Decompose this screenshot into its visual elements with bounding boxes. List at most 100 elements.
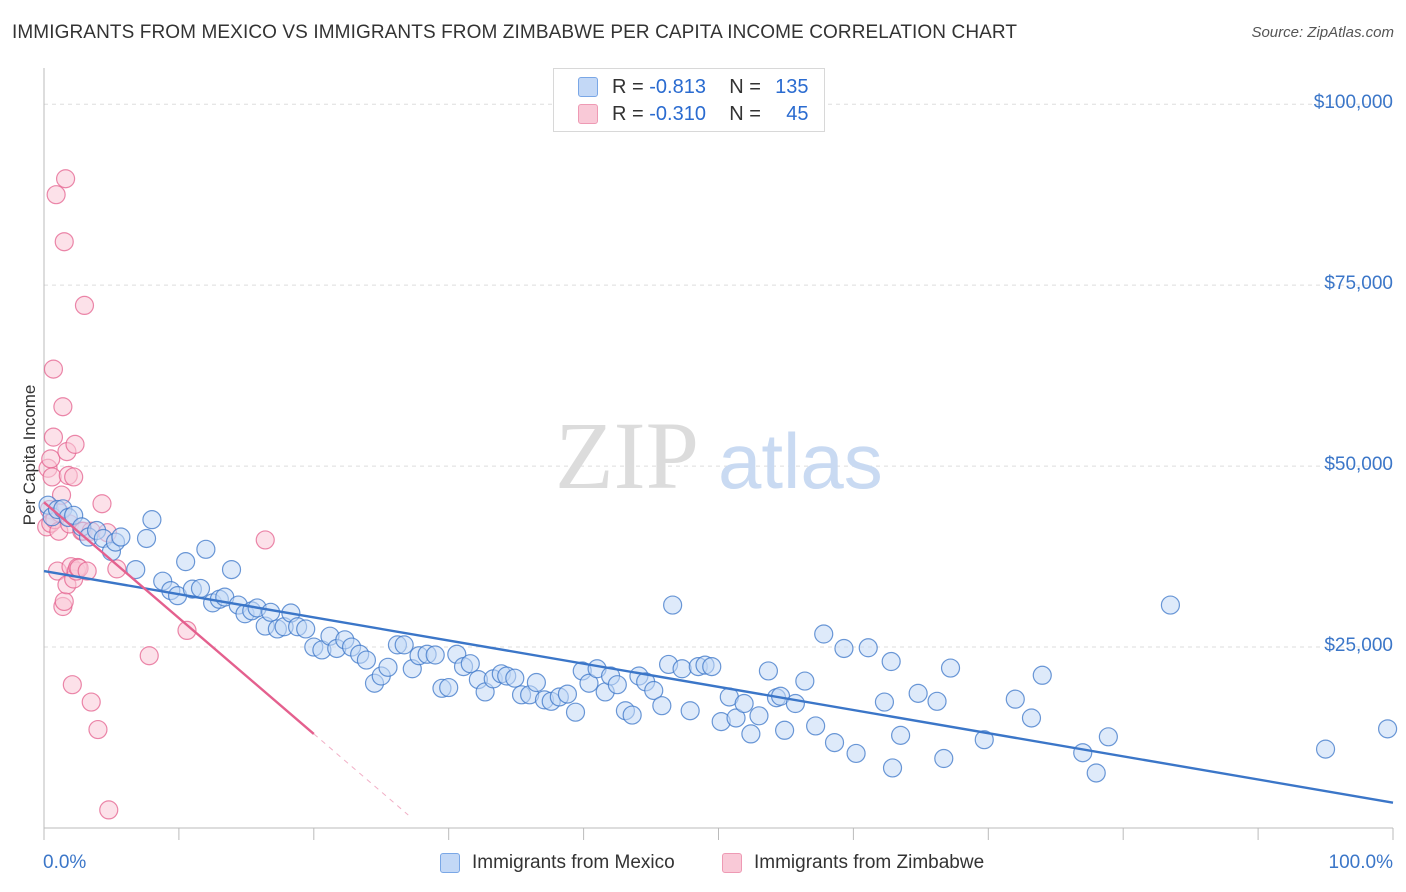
mexico-point: [741, 724, 761, 744]
mexico-point: [142, 510, 162, 530]
mexico-point: [891, 725, 911, 745]
mexico-point: [927, 691, 947, 711]
mexico-point: [190, 578, 211, 599]
legend-swatch-mexico: [440, 853, 460, 873]
zimbabwe-point: [42, 467, 62, 487]
r-value-zimbabwe: -0.310: [649, 102, 706, 125]
zimbabwe-point: [65, 434, 85, 454]
mexico-point: [557, 684, 578, 704]
mexico-point: [874, 692, 895, 712]
zimbabwe-point: [41, 449, 61, 469]
zimbabwe-swatch: [578, 104, 598, 124]
mexico-point: [775, 720, 795, 740]
mexico-point: [908, 683, 928, 703]
mexico-point: [111, 527, 131, 547]
zimbabwe-point: [81, 692, 101, 712]
r-label: R =: [612, 75, 644, 98]
source-label: Source: ZipAtlas.com: [1251, 24, 1394, 41]
mexico-point: [526, 672, 546, 693]
trend-line-mexico: [43, 569, 1394, 804]
series-mexico-points: [38, 495, 1398, 783]
mexico-point: [806, 716, 826, 736]
zimbabwe-point: [177, 620, 197, 641]
zimbabwe-point: [55, 169, 76, 189]
legend-item-zimbabwe[interactable]: Immigrants from Zimbabwe: [722, 852, 984, 874]
zimbabwe-point: [255, 530, 275, 550]
mexico-point: [460, 654, 480, 674]
watermark: ZIP atlas: [555, 402, 883, 509]
mexico-point: [785, 693, 805, 714]
zimbabwe-point: [77, 561, 97, 581]
mexico-point: [814, 624, 834, 644]
mexico-point: [356, 650, 377, 670]
zimbabwe-point: [99, 800, 119, 820]
mexico-point: [749, 706, 769, 726]
mexico-point: [425, 645, 445, 665]
mexico-point: [136, 528, 157, 549]
n-label: N =: [729, 75, 761, 98]
mexico-point: [1032, 665, 1052, 685]
legend-label-mexico: Immigrants from Mexico: [472, 852, 675, 873]
mexico-point: [196, 539, 216, 559]
mexico-point: [934, 748, 954, 769]
mexico-point: [607, 675, 627, 695]
mexico-swatch: [578, 77, 598, 97]
mexico-point: [1005, 689, 1025, 709]
mexico-point: [726, 708, 746, 728]
mexico-point: [974, 730, 994, 750]
mexico-point: [663, 595, 683, 615]
mexico-point: [824, 732, 845, 753]
mexico-point: [1086, 763, 1106, 783]
mexico-point: [176, 552, 196, 572]
zimbabwe-point: [62, 675, 82, 695]
mexico-point: [622, 705, 642, 725]
zimbabwe-point: [43, 359, 64, 379]
zimbabwe-point: [64, 467, 84, 487]
mexico-point: [505, 668, 525, 688]
zimbabwe-point: [46, 185, 66, 205]
y-tick-label: $25,000: [1324, 635, 1393, 657]
mexico-point: [644, 680, 664, 701]
r-value-mexico: -0.813: [649, 75, 706, 98]
zimbabwe-point: [92, 494, 112, 514]
mexico-point: [296, 619, 316, 639]
mexico-point: [1021, 708, 1042, 728]
mexico-point: [881, 651, 901, 672]
mexico-point: [940, 658, 961, 678]
mexico-point: [1315, 739, 1336, 759]
mexico-point: [652, 696, 672, 716]
mexico-point: [672, 659, 692, 679]
series-zimbabwe-points: [37, 169, 275, 820]
legend-swatch-zimbabwe: [722, 853, 742, 873]
x-tick-label-max: 100.0%: [1328, 852, 1393, 873]
watermark-zip: ZIP: [555, 402, 699, 509]
mexico-point: [858, 638, 878, 658]
zimbabwe-point: [139, 646, 159, 666]
mexico-point: [126, 559, 146, 580]
legend-item-mexico[interactable]: Immigrants from Mexico: [440, 852, 675, 874]
y-tick-label: $50,000: [1324, 454, 1393, 476]
trend-line-zimbabwe-extension: [313, 733, 409, 816]
n-value-zimbabwe: 45: [786, 102, 809, 125]
mexico-point: [1160, 595, 1181, 615]
zimbabwe-point: [107, 559, 127, 579]
mexico-point: [882, 758, 903, 778]
mexico-point: [734, 693, 754, 714]
n-label: N =: [729, 102, 761, 125]
mexico-point: [702, 656, 722, 677]
y-tick-label: $100,000: [1313, 92, 1393, 114]
stats-box: R = -0.813 N = 135 R = -0.310 N = 45: [553, 68, 825, 132]
r-label: R =: [612, 102, 644, 125]
mexico-point: [846, 743, 866, 764]
x-tick-label-min: 0.0%: [43, 852, 87, 873]
zimbabwe-point: [43, 427, 64, 447]
mexico-point: [1073, 743, 1093, 763]
mexico-point: [221, 559, 242, 580]
mexico-point: [565, 702, 586, 722]
mexico-point: [1098, 727, 1118, 747]
trend-line-zimbabwe: [43, 501, 315, 735]
trend-lines: [43, 501, 1394, 816]
mexico-point: [1378, 719, 1398, 739]
zimbabwe-point: [74, 295, 95, 316]
